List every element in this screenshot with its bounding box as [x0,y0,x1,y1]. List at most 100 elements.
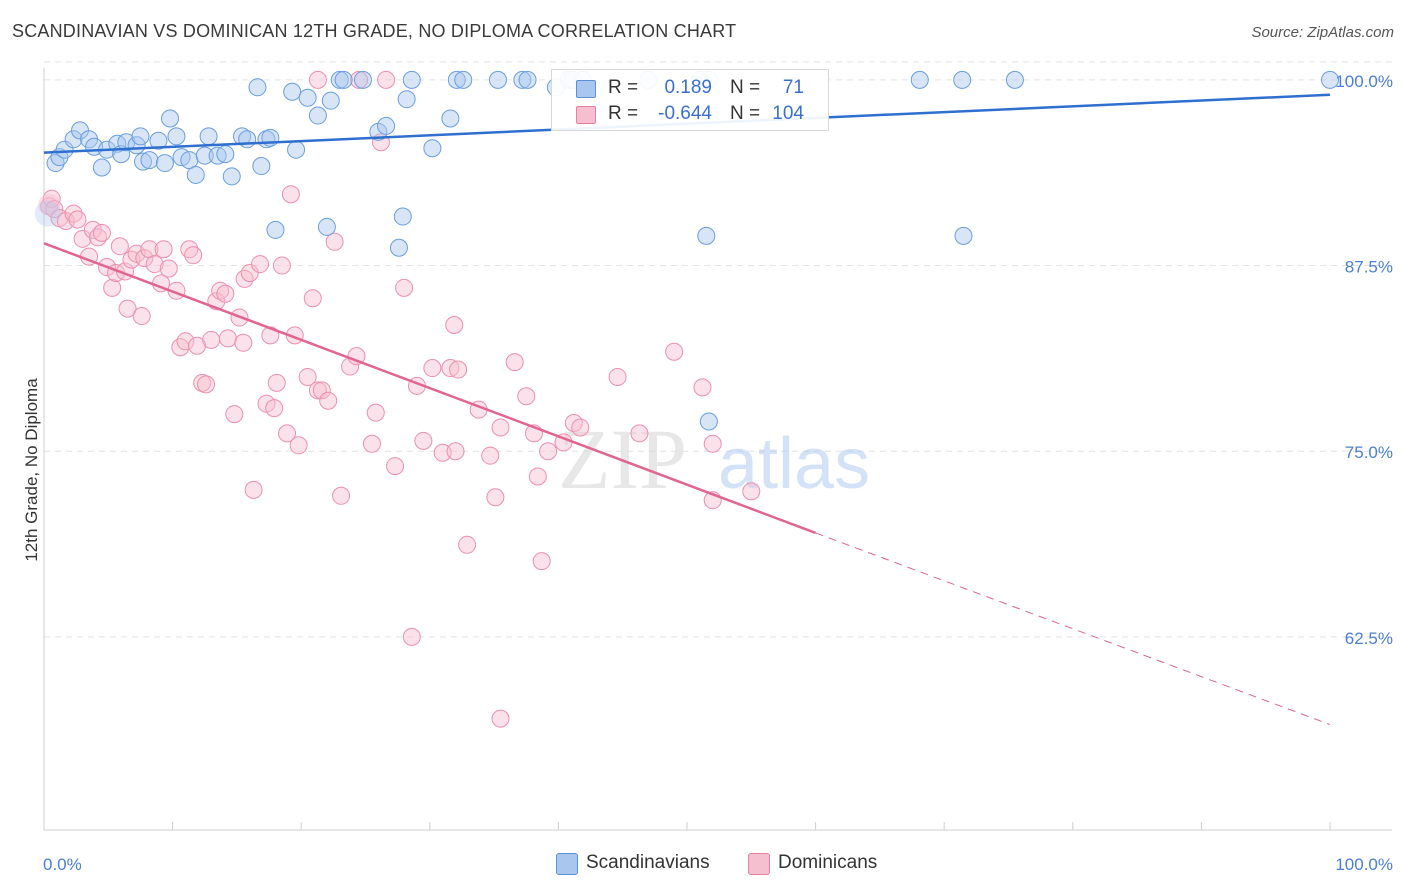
dominican-point [265,399,284,418]
dominican-point [197,375,216,394]
y-tick-label: 87.5% [1345,258,1393,277]
dominican-point [176,332,195,351]
dominican-point [703,434,722,453]
scandinavian-point [64,130,83,149]
series-label: Scandinavians [586,852,710,873]
dominican-point [325,232,344,251]
dominican-point [742,482,761,501]
scandinavian-point [317,217,336,236]
dominican-trend-line [43,242,817,535]
series-swatch-pink [748,853,770,875]
scandinavian-point [34,200,61,227]
scandinavian-point [208,146,227,165]
scandinavian-point [298,88,317,107]
scandinavian-point [330,70,349,89]
dominican-point [132,307,151,326]
scandinavian-point [92,158,111,177]
legend-n-label: N = [730,103,761,124]
legend-n-value: 71 [782,77,804,98]
scandinavian-point [397,90,416,109]
tick-labels: 100.0% 87.5% 75.0% 62.5% 0.0% 100.0% [43,72,1393,874]
dominican-point [202,330,221,349]
watermark-atlas: atlas [718,424,870,504]
dominican-point [332,486,351,505]
y-tick-label: 62.5% [1345,629,1393,648]
chart-title: SCANDINAVIAN VS DOMINICAN 12TH GRADE, NO… [12,21,737,41]
dominican-point [154,240,173,259]
dominican-point [693,378,712,397]
dominican-point [532,552,551,571]
dominican-point [56,211,75,230]
dominican-point [45,200,64,219]
scandinavian-point [447,70,466,89]
x-tick-label: 0.0% [43,855,82,874]
legend-row-scandinavians: R = 0.189 N = 71 [552,75,828,101]
dominican-point [303,289,322,308]
dominican-point [272,256,291,275]
scandinavian-point [377,116,396,135]
dominican-point [267,373,286,392]
dominican-point [225,405,244,424]
dominican-point [103,278,122,297]
scandinavian-point [699,412,718,431]
scandinavian-point [161,109,180,128]
scandinavian-point [222,167,241,186]
scandinavian-point [393,207,412,226]
scandinavian-point [441,109,460,128]
dominican-point [211,281,230,300]
scandinavian-point [402,70,421,89]
scandinavian-point [321,91,340,110]
scandinavian-point [1321,70,1339,89]
scandinavian-point [389,238,408,257]
dominican-point [135,249,154,268]
scandinavian-point [697,226,716,245]
scandinavian-point [488,70,507,89]
scandinavian-point [910,70,929,89]
scandinavian-point [287,140,306,159]
dominican-point [68,210,87,229]
dominican-point [278,424,297,443]
dominican-point [240,263,259,282]
scandinavian-point [238,130,257,149]
dominican-point [159,259,178,278]
legend-swatch-pink [576,106,596,124]
dominican-point [298,367,317,386]
scandinavian-point [195,146,214,165]
dominican-point [92,223,111,242]
dominican-point [40,197,59,216]
scandinavian-point [55,140,74,159]
source-label: Source: ZipAtlas.com [1251,24,1394,41]
dominican-point [366,403,385,422]
dominican-point [234,333,253,352]
dominican-point [235,269,254,288]
dominican-point [218,329,237,348]
dominican-point [118,299,137,318]
dominican-point [312,381,331,400]
legend-n-value: 104 [772,103,804,124]
scandinavian-point [186,165,205,184]
scandinavian-point [953,70,972,89]
y-tick-label: 75.0% [1345,443,1393,462]
dominican-point [458,535,477,554]
dominican-point [505,353,524,372]
dominican-point [481,446,500,465]
dominican-point [433,443,452,462]
scandinavian-point [1005,70,1024,89]
dominican-point [319,391,338,410]
dominican-point [216,284,235,303]
watermark: ZIP atlas [558,411,870,507]
dominican-point [491,418,510,437]
legend-row-dominicans: R = -0.644 N = 104 [552,101,828,127]
dominican-point [665,342,684,361]
dominican-point [446,442,465,461]
y-axis-label: 12th Grade, No Diploma [22,378,41,562]
dominican-point [395,278,414,297]
legend-r-value: 0.189 [664,77,712,98]
dominican-point [449,360,468,379]
dominican-point [251,255,270,274]
scandinavian-point [308,106,327,125]
dominican-point [445,315,464,334]
dominican-point [145,255,164,274]
scandinavian-point [252,157,271,176]
